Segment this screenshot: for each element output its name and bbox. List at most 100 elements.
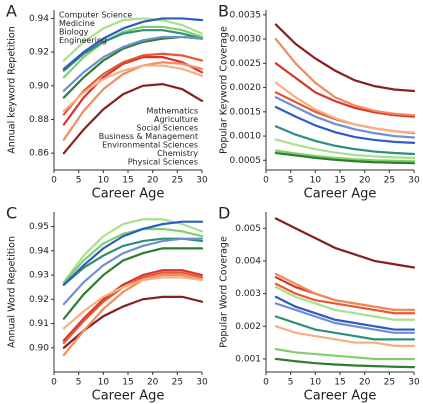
legend-entry: Environmental Sciences bbox=[102, 141, 198, 150]
panel-label: B bbox=[218, 2, 229, 21]
series-line bbox=[62, 35, 204, 92]
series-line bbox=[62, 64, 204, 113]
panel-label: D bbox=[218, 204, 230, 223]
series-line bbox=[274, 138, 416, 159]
x-axis-label: Career Age bbox=[92, 187, 165, 202]
panel-label: A bbox=[6, 2, 17, 21]
x-tick-label: 25 bbox=[384, 176, 395, 186]
series-line bbox=[62, 247, 204, 320]
x-tick-label: 10 bbox=[98, 378, 110, 388]
x-tick-label: 15 bbox=[122, 176, 133, 186]
series-line bbox=[274, 217, 416, 269]
x-tick-label: 20 bbox=[147, 378, 159, 388]
legend-entry: Medicine bbox=[59, 19, 95, 28]
y-tick-label: 0.92 bbox=[29, 48, 49, 58]
legend-entry: Biology bbox=[59, 28, 89, 37]
series-line bbox=[274, 151, 416, 165]
y-tick-label: 0.001 bbox=[235, 354, 261, 364]
y-axis-label: Annual Word Repetition bbox=[7, 236, 18, 348]
y-tick-label: 0.91 bbox=[29, 319, 49, 329]
x-tick-label: 25 bbox=[384, 378, 395, 388]
x-tick-label: 15 bbox=[122, 378, 133, 388]
series-line bbox=[62, 269, 204, 342]
series-line bbox=[62, 61, 204, 141]
y-tick-label: 0.0025 bbox=[230, 59, 262, 69]
series-line bbox=[274, 348, 416, 361]
series-line bbox=[62, 17, 204, 62]
x-tick-label: 0 bbox=[51, 176, 57, 186]
legend-entry: Engineering bbox=[59, 36, 107, 45]
series-line bbox=[62, 82, 204, 155]
y-tick-label: 0.90 bbox=[29, 343, 49, 353]
series-line bbox=[274, 105, 416, 144]
x-axis-label: Career Age bbox=[92, 389, 165, 404]
x-tick-label: 5 bbox=[76, 378, 82, 388]
y-axis-label: Popular Keyword Coverage bbox=[219, 26, 230, 154]
panel-label: C bbox=[6, 204, 17, 223]
legend-entry: Agriculture bbox=[154, 115, 198, 124]
x-tick-label: 0 bbox=[263, 378, 269, 388]
x-tick-label: 5 bbox=[288, 176, 294, 186]
x-axis-label: Career Age bbox=[304, 389, 377, 404]
series-line bbox=[62, 273, 204, 357]
legend-entry: Physical Sciences bbox=[128, 158, 198, 167]
series-line bbox=[274, 125, 416, 156]
x-tick-label: 10 bbox=[310, 176, 322, 186]
x-tick-label: 0 bbox=[263, 176, 269, 186]
y-tick-label: 0.86 bbox=[29, 149, 49, 159]
x-tick-label: 20 bbox=[147, 176, 159, 186]
y-axis-label: Annual keyword Repetition bbox=[7, 26, 18, 154]
y-tick-label: 0.93 bbox=[29, 271, 49, 281]
y-tick-label: 0.0035 bbox=[230, 10, 262, 20]
x-tick-label: 20 bbox=[359, 176, 371, 186]
series-line bbox=[274, 295, 416, 331]
legend-entry: Chemistry bbox=[157, 149, 198, 158]
series-line bbox=[62, 29, 204, 72]
x-tick-label: 20 bbox=[359, 378, 371, 388]
series-line bbox=[274, 272, 416, 312]
series-line bbox=[274, 23, 416, 93]
series-line bbox=[274, 149, 416, 163]
series-line bbox=[62, 220, 204, 286]
legend-entry: Business & Management bbox=[99, 132, 198, 141]
series-line bbox=[62, 25, 204, 79]
y-tick-label: 0.95 bbox=[29, 222, 49, 232]
series-line bbox=[62, 52, 204, 116]
x-tick-label: 10 bbox=[310, 378, 322, 388]
y-tick-label: 0.92 bbox=[29, 295, 49, 305]
x-tick-label: 25 bbox=[172, 176, 183, 186]
series-line bbox=[274, 325, 416, 347]
y-tick-label: 0.0030 bbox=[230, 35, 262, 45]
series-line bbox=[62, 218, 204, 284]
y-tick-label: 0.002 bbox=[235, 322, 261, 332]
legend-entry: Computer Science bbox=[59, 11, 132, 20]
x-tick-label: 25 bbox=[172, 378, 183, 388]
y-tick-label: 0.0010 bbox=[230, 132, 262, 142]
y-tick-label: 0.0020 bbox=[230, 83, 262, 93]
x-tick-label: 10 bbox=[98, 176, 110, 186]
y-tick-label: 0.005 bbox=[235, 224, 261, 234]
series-line bbox=[274, 62, 416, 118]
x-tick-label: 15 bbox=[334, 176, 345, 186]
x-tick-label: 5 bbox=[76, 176, 82, 186]
series-line bbox=[274, 81, 416, 134]
y-tick-label: 0.94 bbox=[29, 14, 49, 24]
x-tick-label: 0 bbox=[51, 378, 57, 388]
legend-entry: Social Sciences bbox=[137, 124, 198, 133]
series-line bbox=[274, 96, 416, 139]
x-tick-label: 30 bbox=[408, 378, 420, 388]
y-tick-label: 0.94 bbox=[29, 246, 49, 256]
series-line bbox=[274, 357, 416, 369]
y-tick-label: 0.0005 bbox=[230, 156, 262, 166]
x-tick-label: 30 bbox=[408, 176, 420, 186]
series-line bbox=[274, 286, 416, 321]
series-line bbox=[62, 56, 204, 126]
series-line bbox=[274, 37, 416, 117]
y-tick-label: 0.0015 bbox=[230, 107, 262, 117]
series-line bbox=[62, 295, 204, 349]
y-tick-label: 0.88 bbox=[29, 115, 49, 125]
series-line bbox=[274, 282, 416, 315]
x-tick-label: 30 bbox=[196, 176, 208, 186]
x-axis-label: Career Age bbox=[304, 187, 377, 202]
